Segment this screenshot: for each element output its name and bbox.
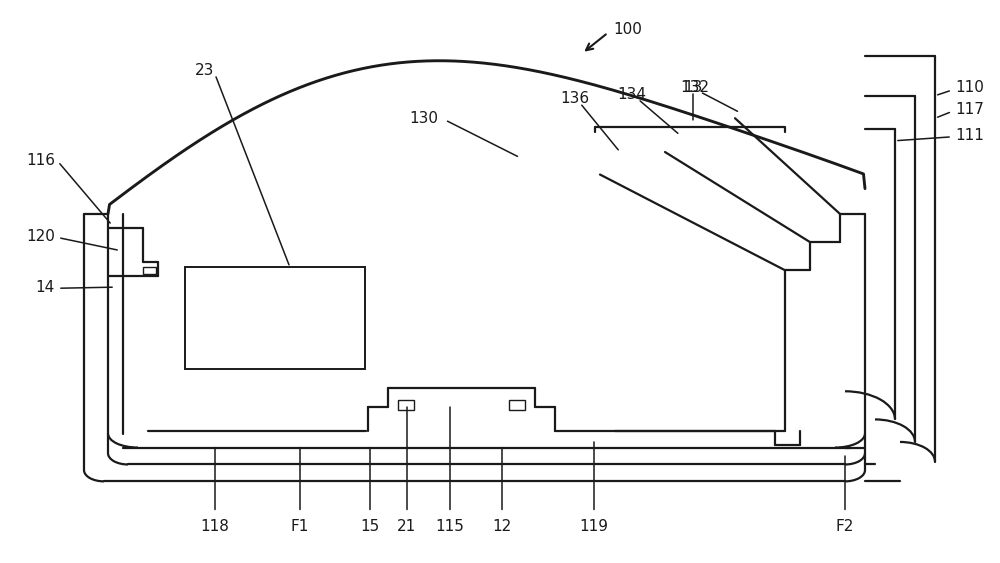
Text: 111: 111 [955,128,984,142]
Text: 13: 13 [683,80,703,95]
Text: 15: 15 [360,519,380,534]
Bar [398,400,414,410]
Text: 110: 110 [955,80,984,95]
Bar [185,267,365,369]
Text: 21: 21 [397,519,417,534]
Text: 117: 117 [955,102,984,117]
Bar [143,267,156,274]
Text: 12: 12 [492,519,512,534]
Text: 132: 132 [680,80,710,95]
Text: 100: 100 [613,23,642,37]
Bar [509,400,525,410]
Text: 23: 23 [195,63,215,78]
Text: 130: 130 [409,111,438,126]
Text: 14: 14 [36,280,55,294]
Text: 120: 120 [26,229,55,244]
Text: 136: 136 [560,91,590,106]
Text: F2: F2 [836,519,854,534]
Text: 116: 116 [26,153,55,168]
Text: 134: 134 [618,87,646,102]
Text: F1: F1 [291,519,309,534]
Text: 115: 115 [436,519,464,534]
Text: 118: 118 [201,519,229,534]
Text: 119: 119 [580,519,608,534]
